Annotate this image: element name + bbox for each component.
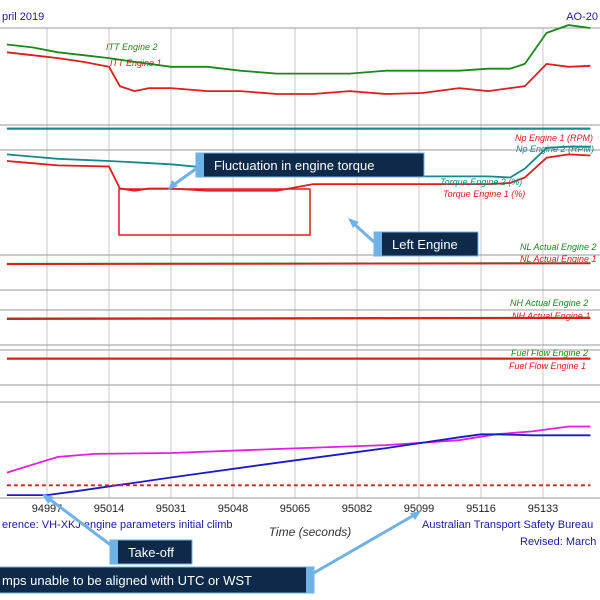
x-tick-label-95133: 95133 (528, 503, 559, 515)
callout-take-off: Take-off (42, 494, 193, 565)
series-label-10: Fuel Flow Engine 2 (511, 348, 588, 358)
footer-bureau: Australian Transport Safety Bureau (422, 519, 593, 531)
fluctuation-highlight-box (118, 188, 311, 236)
header-date: pril 2019 (2, 11, 44, 23)
series-line-0 (6, 24, 591, 75)
series-label-11: Fuel Flow Engine 1 (509, 361, 586, 371)
callout-take-off-text: Take-off (128, 545, 174, 560)
callout-left-engine: Left Engine (348, 218, 479, 257)
series-labels: ITT Engine 2 ITT Engine 1 Np Engine 1 (RPM… (106, 42, 597, 371)
series-label-6: NL Actual Engine 2 (520, 242, 597, 252)
x-tick-label-95031: 95031 (156, 503, 187, 515)
x-tick-label-95048: 95048 (218, 503, 249, 515)
series-label-2: Np Engine 1 (RPM) (515, 133, 593, 143)
callout-timestamps-text: mps unable to be aligned with UTC or WST (2, 573, 252, 588)
footer-reference: erence: VH-XKJ engine parameters initial… (2, 519, 233, 531)
x-tick-label-94997: 94997 (32, 503, 63, 515)
x-tick-label-95065: 95065 (280, 503, 311, 515)
series-lines (6, 24, 591, 497)
x-axis-ticks: 94997 95014 95031 95048 95065 95082 95099 95116… (32, 503, 559, 515)
series-line-12 (6, 425, 591, 474)
x-axis-label: Time (seconds) (269, 525, 352, 539)
series-label-3: Np Engine 2 (RPM) (516, 144, 594, 154)
series-label-4: Torque Engine 2 (%) (440, 177, 522, 187)
series-label-8: NH Actual Engine 2 (510, 298, 588, 308)
callout-fluctuation-text: Fluctuation in engine torque (214, 158, 374, 173)
series-line-5 (6, 153, 591, 192)
series-label-5: Torque Engine 1 (%) (443, 189, 525, 199)
series-label-9: NH Actual Engine 1 (512, 311, 590, 321)
series-label-0: ITT Engine 2 (106, 42, 158, 52)
x-tick-label-95014: 95014 (94, 503, 125, 515)
panel-separators (0, 27, 600, 499)
series-label-7: NL Actual Engine 1 (520, 254, 597, 264)
series-label-1: ITT Engine 1 (110, 58, 162, 68)
series-line-7 (6, 262, 591, 266)
callout-timestamps: mps unable to be aligned with UTC or WST (0, 511, 421, 594)
series-line-1 (6, 51, 591, 95)
callout-fluctuation: Fluctuation in engine torque (168, 152, 425, 190)
series-line-13 (6, 433, 591, 497)
x-tick-label-95099: 95099 (404, 503, 435, 515)
footer-revised: Revised: March (520, 536, 596, 548)
x-tick-label-95082: 95082 (342, 503, 373, 515)
x-tick-label-95116: 95116 (466, 503, 496, 515)
header-report-number: AO-20 (566, 11, 598, 23)
callout-left-engine-text: Left Engine (392, 237, 458, 252)
series-line-9 (6, 317, 591, 321)
